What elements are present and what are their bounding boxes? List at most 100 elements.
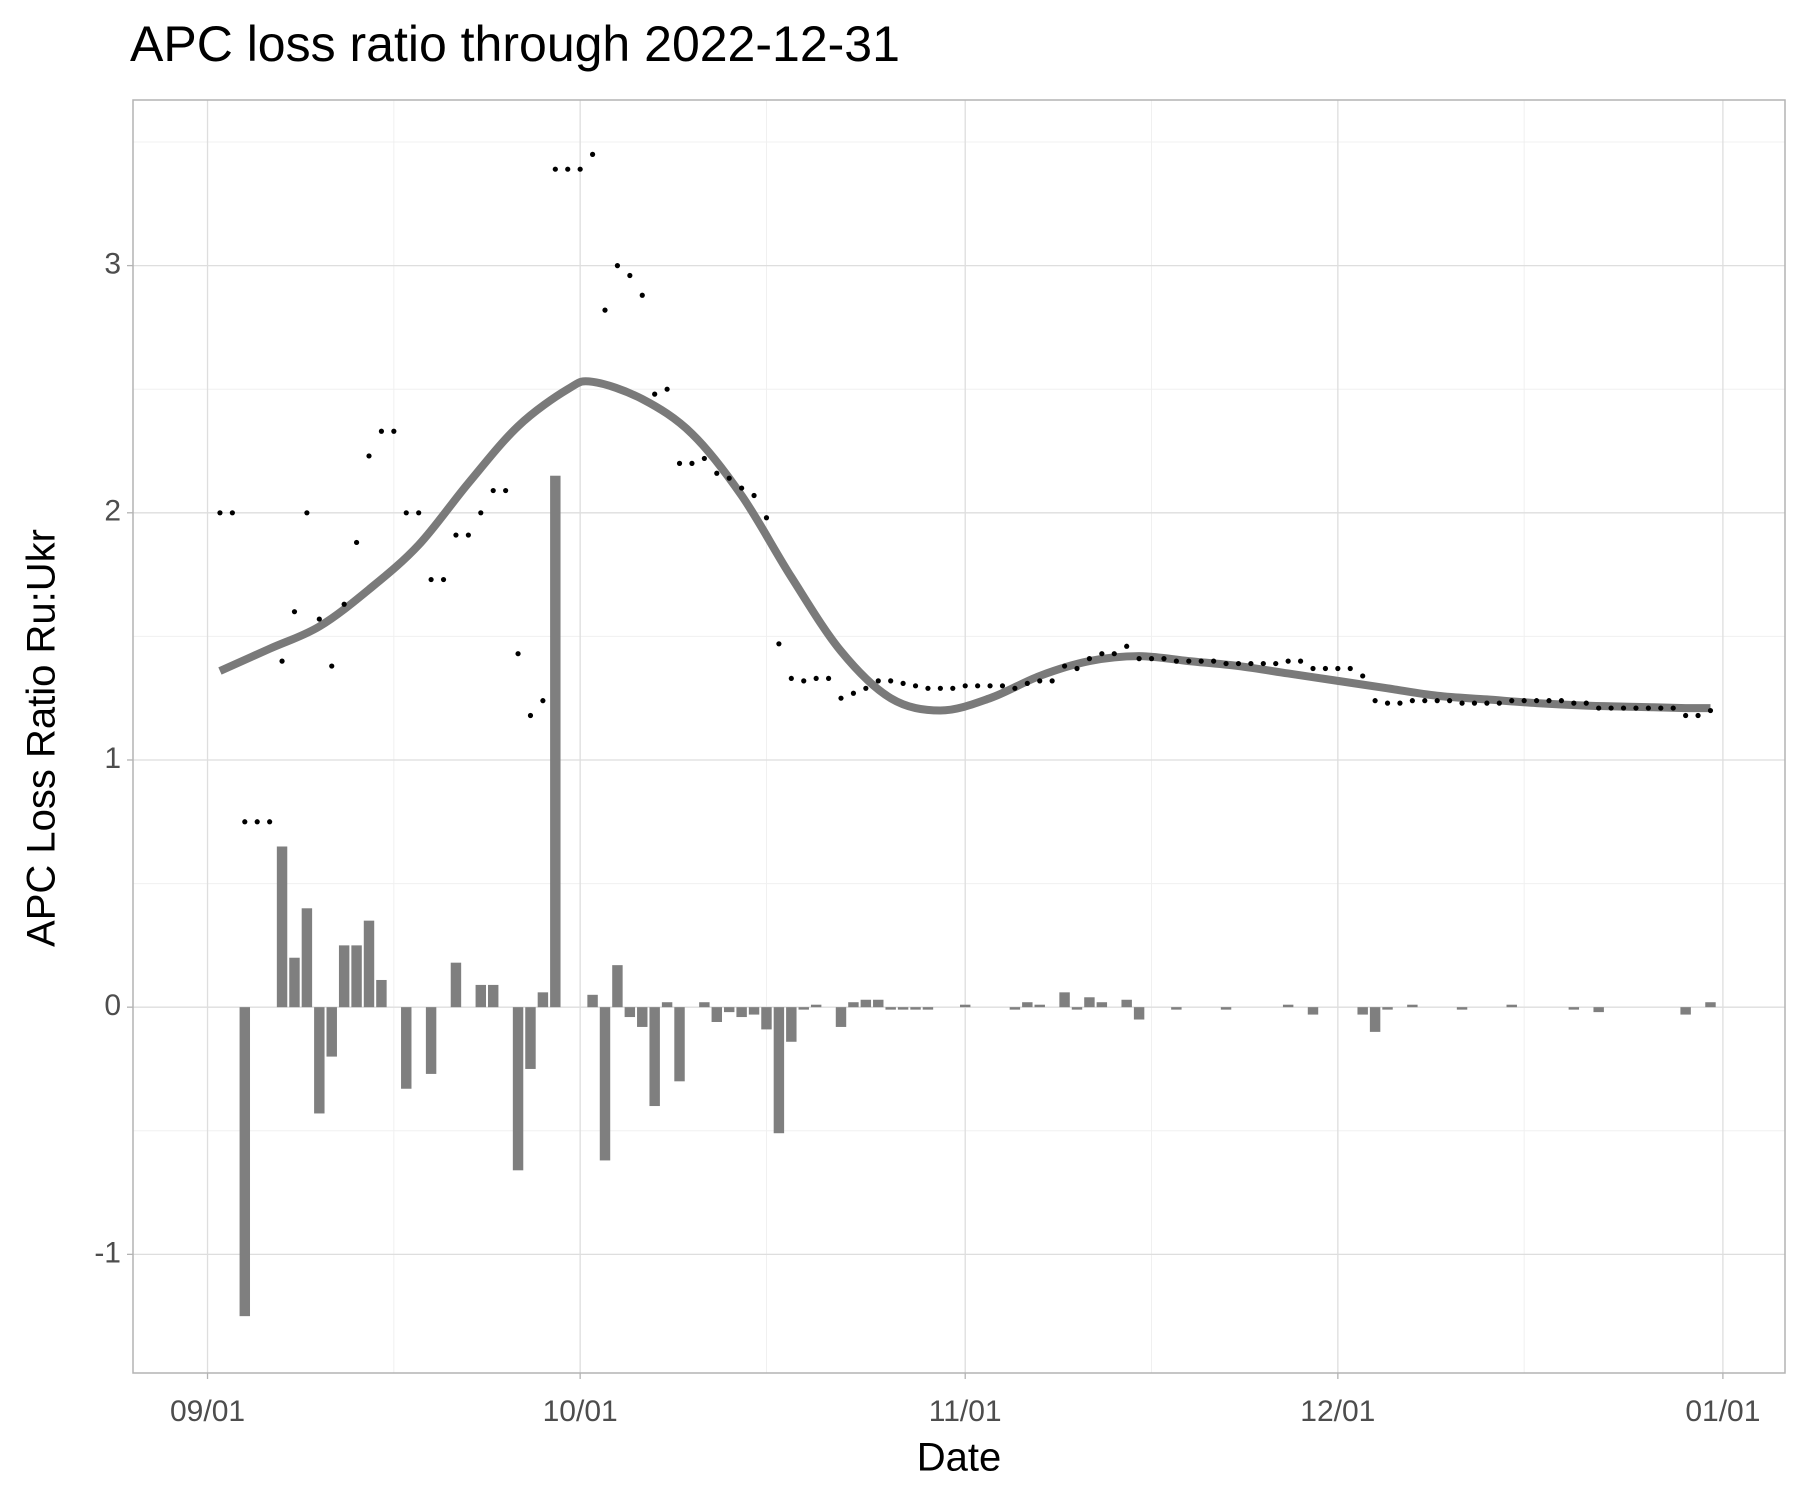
bar <box>885 1007 896 1010</box>
bar <box>873 999 884 1008</box>
bar <box>798 1007 809 1010</box>
point <box>1074 665 1080 672</box>
bar <box>338 945 350 1008</box>
point <box>242 819 248 825</box>
bar <box>550 475 561 1008</box>
point <box>291 609 298 615</box>
bar <box>1059 992 1070 1008</box>
point <box>602 307 608 313</box>
bar <box>525 1007 536 1069</box>
point <box>1707 707 1714 714</box>
bar <box>1096 1002 1108 1008</box>
point <box>1695 712 1701 719</box>
point <box>801 678 807 684</box>
bar <box>326 1007 337 1057</box>
point <box>1496 700 1502 706</box>
point <box>614 263 621 269</box>
point <box>1596 705 1602 711</box>
bar <box>1171 1007 1182 1010</box>
bar <box>475 984 487 1008</box>
bar <box>1009 1007 1021 1010</box>
bar <box>736 1007 747 1018</box>
bar <box>848 1002 859 1008</box>
point <box>1645 705 1651 711</box>
bar <box>1407 1004 1418 1008</box>
x-tick-label: 09/01 <box>170 1395 245 1428</box>
bar <box>276 846 288 1008</box>
point <box>1186 658 1192 664</box>
bar <box>1133 1007 1145 1020</box>
bar <box>487 984 499 1008</box>
bar <box>1382 1007 1393 1010</box>
point <box>1633 705 1639 711</box>
bar <box>959 1004 971 1008</box>
point <box>726 475 732 481</box>
bar <box>1593 1007 1604 1013</box>
point <box>1248 660 1254 667</box>
bar <box>1568 1007 1580 1010</box>
point <box>1670 705 1676 711</box>
x-tick-label: 01/01 <box>1685 1395 1760 1428</box>
point <box>1583 700 1589 706</box>
point <box>701 455 707 462</box>
bar <box>674 1007 685 1082</box>
point <box>1223 660 1229 667</box>
point <box>1322 665 1329 672</box>
point <box>1558 698 1565 704</box>
point <box>1235 660 1242 667</box>
point <box>912 683 919 689</box>
bar <box>897 1007 909 1010</box>
point <box>416 510 422 516</box>
x-tick-label: 11/01 <box>929 1395 1002 1428</box>
x-tick-label: 10/01 <box>543 1395 618 1428</box>
point <box>962 683 968 689</box>
bar <box>637 1007 648 1027</box>
bar <box>512 1007 524 1171</box>
point <box>1061 663 1068 669</box>
point <box>937 685 943 691</box>
point <box>925 685 931 691</box>
point <box>1683 712 1689 719</box>
point <box>751 492 757 499</box>
bar <box>1084 997 1095 1008</box>
point <box>1273 660 1279 667</box>
point <box>391 428 397 434</box>
point <box>254 819 260 825</box>
bar <box>649 1007 660 1107</box>
point <box>1024 680 1030 686</box>
point <box>950 685 956 691</box>
y-axis-title: APC Loss Ratio Ru:Ukr <box>20 529 64 947</box>
point <box>1335 665 1341 672</box>
point <box>1521 698 1527 704</box>
bar <box>723 1007 735 1013</box>
panel-border <box>132 99 1786 1374</box>
point <box>1198 658 1204 664</box>
point <box>825 675 832 682</box>
point <box>1136 656 1142 662</box>
point <box>875 678 881 684</box>
point <box>453 532 459 538</box>
point <box>1285 658 1291 664</box>
point <box>838 695 844 701</box>
point <box>1658 705 1664 711</box>
bar <box>599 1007 611 1161</box>
point <box>1260 660 1266 667</box>
point <box>1620 705 1627 711</box>
point <box>478 510 484 516</box>
point <box>1509 698 1515 704</box>
point <box>403 510 409 516</box>
point <box>1297 658 1304 664</box>
y-tick-label: -1 <box>94 1236 121 1269</box>
point <box>714 470 720 476</box>
point <box>1447 698 1453 704</box>
point <box>763 515 770 521</box>
bar <box>922 1007 934 1010</box>
point <box>440 576 447 583</box>
bar <box>1220 1007 1232 1010</box>
bar <box>661 1002 673 1008</box>
point <box>1409 698 1415 704</box>
bar <box>711 1007 723 1022</box>
y-tick-label: 3 <box>104 248 121 281</box>
